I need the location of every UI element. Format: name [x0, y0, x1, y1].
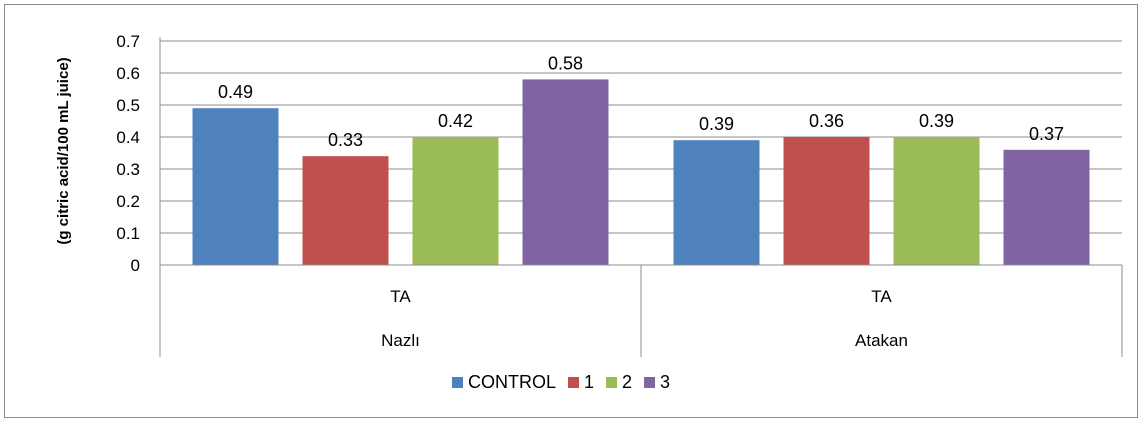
legend-label: CONTROL: [468, 372, 556, 392]
y-axis-title: (g citric acid/100 mL juice): [55, 57, 72, 244]
legend-swatch: [606, 377, 618, 388]
y-tick-label: 0.6: [116, 64, 140, 83]
y-tick-label: 0.4: [116, 128, 140, 147]
data-label: 0.39: [699, 114, 734, 134]
y-tick-label: 0.3: [116, 160, 140, 179]
bar: [192, 108, 279, 265]
bar: [302, 156, 389, 265]
data-label: 0.58: [548, 53, 583, 73]
data-label: 0.42: [438, 111, 473, 131]
group-label: Nazlı: [381, 331, 420, 350]
category-label: TA: [390, 287, 411, 306]
legend-label: 1: [584, 372, 594, 392]
y-tick-label: 0.5: [116, 96, 140, 115]
axes: 0 0.1 0.2 0.3 0.4 0.5 0.6 0.7 TA Nazlı TA Atakan: [116, 32, 1123, 357]
legend-swatch: [452, 377, 463, 388]
bar: [783, 137, 870, 265]
data-label: 0.36: [809, 111, 844, 131]
bar: [893, 137, 980, 265]
bar: [522, 79, 609, 266]
data-label: 0.49: [218, 82, 253, 102]
y-tick-label: 0: [131, 256, 140, 275]
y-tick-label: 0.1: [116, 224, 140, 243]
y-tick-label: 0.2: [116, 192, 140, 211]
bars: [192, 79, 1090, 266]
bar: [673, 140, 760, 265]
data-labels: 0.49 0.33 0.42 0.58 0.39 0.36 0.39 0.37: [218, 53, 1064, 150]
group-label: Atakan: [855, 331, 908, 350]
legend-swatch: [568, 377, 580, 388]
data-label: 0.37: [1029, 124, 1064, 144]
bar: [412, 137, 499, 265]
category-label: TA: [871, 287, 892, 306]
y-tick-label: 0.7: [116, 32, 140, 51]
bar: [1003, 149, 1090, 265]
legend-label: 3: [660, 372, 670, 392]
legend-label: 2: [622, 372, 632, 392]
legend: CONTROL 1 2 3: [452, 372, 670, 392]
data-label: 0.39: [919, 111, 954, 131]
legend-swatch: [644, 377, 656, 388]
data-label: 0.33: [328, 130, 363, 150]
